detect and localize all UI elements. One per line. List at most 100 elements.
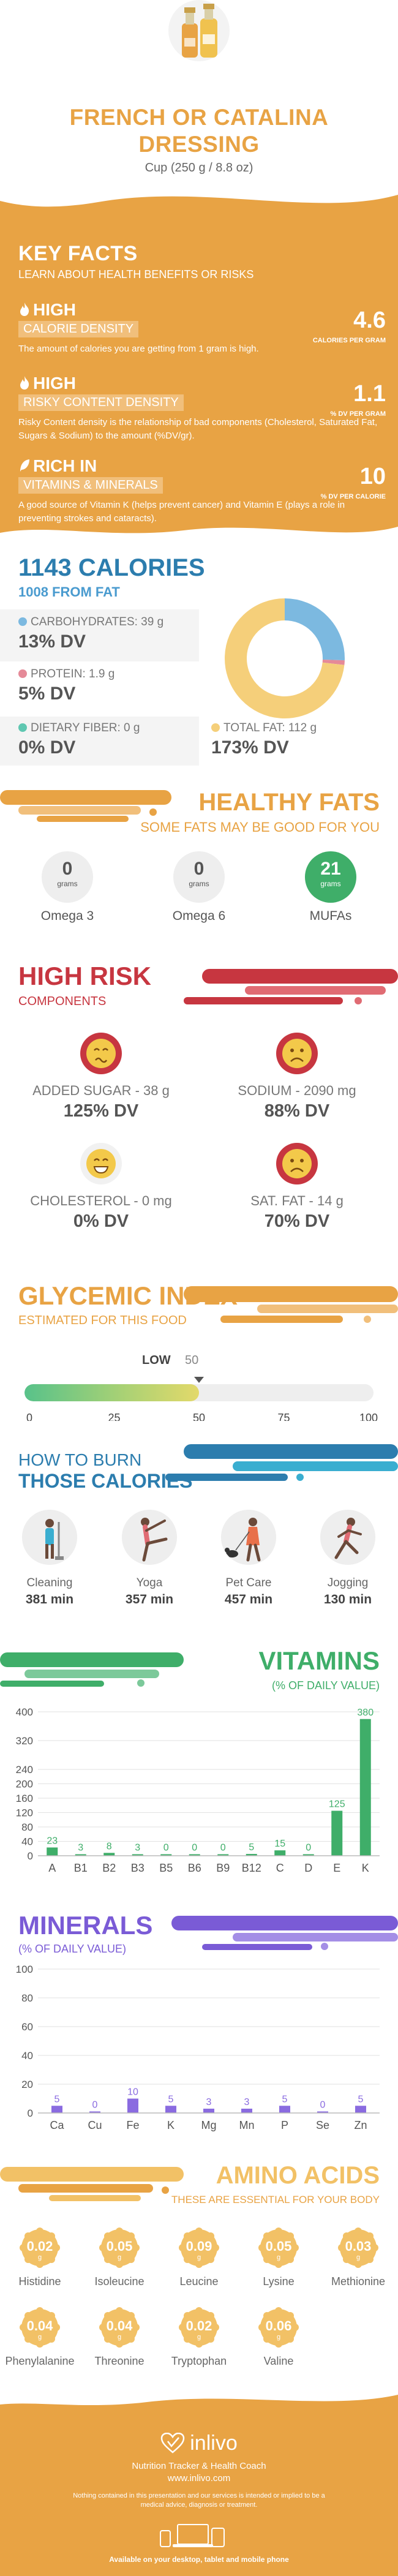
amino-label: Lysine <box>239 2275 318 2288</box>
amino-label: Tryptophan <box>159 2355 239 2368</box>
x-tick-label: B3 <box>131 1862 145 1874</box>
bar-value-label: 125 <box>329 1799 345 1810</box>
dressing-bottles-icon <box>162 0 236 61</box>
x-tick-label: B9 <box>216 1862 230 1874</box>
high-risk-subtitle: COMPONENTS <box>18 995 106 1009</box>
fat-unit: grams <box>305 879 356 888</box>
key-fact-level: HIGH <box>33 300 76 320</box>
wave-divider <box>0 514 398 545</box>
x-tick-label: Mg <box>201 2119 216 2131</box>
bar <box>360 1719 371 1856</box>
key-facts-subtitle: LEARN ABOUT HEALTH BENEFITS OR RISKS <box>18 268 253 281</box>
key-fact-level: HIGH <box>33 374 76 393</box>
y-tick-label: 60 <box>21 2021 33 2033</box>
activity-minutes: 381 min <box>4 1592 96 1607</box>
risk-cholesterol: CHOLESTEROL - 0 mg 0% DV <box>9 1142 193 1232</box>
fat-circle: 0 grams <box>42 851 93 903</box>
nutrient-protein: PROTEIN: 1.9 g 5% DV <box>18 668 115 704</box>
amino-unit: g <box>178 2333 220 2341</box>
healthy-fats-subtitle: SOME FATS MAY BE GOOD FOR YOU <box>140 819 380 835</box>
x-tick-label: P <box>281 2119 288 2131</box>
minerals-subtitle: (% OF DAILY VALUE) <box>18 1943 126 1956</box>
y-tick-label: 40 <box>21 1836 33 1848</box>
key-fact-unit: % DV PER CALORIE <box>321 493 386 500</box>
brand-url[interactable]: www.inlivo.com <box>0 2473 398 2484</box>
bar <box>279 2106 290 2113</box>
risk-dv: 0% DV <box>9 1211 193 1232</box>
amino-value: 0.03 <box>337 2239 380 2254</box>
amino-label: Isoleucine <box>80 2275 159 2288</box>
footer: inlivo Nutrition Tracker & Health Coach … <box>0 2389 398 2576</box>
legend-dot <box>18 669 27 678</box>
donut-slice <box>285 609 334 660</box>
fat-circle: 0 grams <box>173 851 225 903</box>
x-tick-label: B6 <box>188 1862 201 1874</box>
x-tick-label: B5 <box>159 1862 173 1874</box>
page-title: FRENCH OR CATALINA DRESSING <box>0 104 398 158</box>
x-tick-label: E <box>333 1862 340 1874</box>
amino-unit: g <box>98 2254 141 2261</box>
y-tick-label: 20 <box>21 2079 33 2090</box>
fat-circle: 21 grams <box>305 851 356 903</box>
bar-value-label: 23 <box>47 1836 58 1846</box>
glycemic-tick-label: 75 <box>277 1412 290 1421</box>
burn-title-line-1: HOW TO BURN <box>18 1450 141 1470</box>
legend-dot <box>18 723 27 732</box>
activity-pet-care: Pet Care 457 min <box>203 1510 295 1607</box>
y-tick-label: 400 <box>16 1706 33 1718</box>
y-tick-label: 240 <box>16 1764 33 1776</box>
risk-label: SODIUM - 2090 mg <box>205 1083 389 1099</box>
sad-face-icon <box>276 1032 318 1075</box>
y-tick-label: 320 <box>16 1735 33 1747</box>
glycemic-tick-label: 0 <box>26 1412 32 1421</box>
glycemic-title: GLYCEMIC INDEX <box>18 1281 238 1311</box>
amino-label: Leucine <box>159 2275 239 2288</box>
activity-cleaning: Cleaning 381 min <box>4 1510 96 1607</box>
bar-value-label: 5 <box>282 2094 288 2104</box>
bar-value-label: 15 <box>274 1839 285 1849</box>
devices-icon <box>0 2518 398 2555</box>
burn-calories-section: HOW TO BURN THOSE CALORIES Cleaning 381 … <box>0 1421 398 1623</box>
nutrient-label: CARBOHYDRATES: 39 g <box>31 616 163 628</box>
bar <box>47 1847 58 1856</box>
x-tick-label: D <box>304 1862 312 1874</box>
fat-unit: grams <box>173 879 225 888</box>
bar <box>203 2109 214 2113</box>
bar-value-label: 0 <box>220 1843 226 1853</box>
amino-label: Threonine <box>80 2355 159 2368</box>
key-fact-value: 4.6 <box>353 307 386 334</box>
bar <box>127 2099 138 2114</box>
fat-label: MUFAs <box>285 909 377 924</box>
amino-value: 0.02 <box>178 2318 220 2334</box>
x-tick-label: Mn <box>239 2119 254 2131</box>
burn-title-line-2: THOSE CALORIES <box>18 1470 192 1493</box>
jogging-icon <box>320 1510 375 1565</box>
bar <box>241 2109 252 2113</box>
title-line-1: FRENCH OR CATALINA <box>70 105 329 130</box>
glycemic-tick-label: 50 <box>193 1412 205 1421</box>
activity-minutes: 457 min <box>203 1592 295 1607</box>
amino-unit: g <box>257 2333 300 2341</box>
key-fact-level: RICH IN <box>33 456 97 476</box>
nutrient-dv: 0% DV <box>18 737 140 758</box>
risk-label: CHOLESTEROL - 0 mg <box>9 1193 193 1209</box>
risk-dv: 70% DV <box>205 1211 389 1232</box>
key-fact-name: VITAMINS & MINERALS <box>18 477 163 494</box>
bar-value-label: 3 <box>206 2097 212 2107</box>
key-fact-unit: % DV PER GRAM <box>331 410 386 418</box>
happy-face-icon <box>80 1142 122 1185</box>
amino-title: AMINO ACIDS <box>216 2162 380 2190</box>
bar-value-label: 0 <box>92 2100 98 2111</box>
y-tick-label: 80 <box>21 1821 33 1833</box>
